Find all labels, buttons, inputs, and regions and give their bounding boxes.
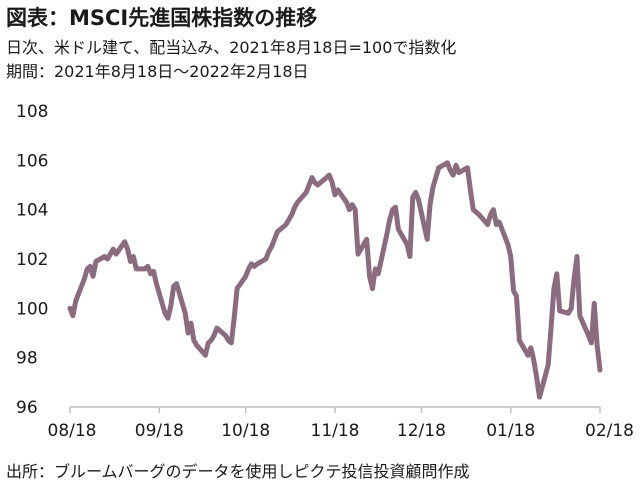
y-tick-label: 104 [16,201,48,221]
y-tick-label: 100 [16,299,48,319]
series-line [67,160,603,400]
chart-title: 図表：MSCI先進国株指数の推移 [6,6,318,30]
x-tick-label: 09/18 [135,421,184,441]
x-tick-label: 11/18 [311,421,360,441]
x-axis-ticks: 08/18 09/18 10/18 11/18 12/18 01/18 02/18 [48,407,634,441]
chart-subtitle-units: 日次、米ドル建て、配当込み、2021年8月18日=100で指数化 [6,38,457,57]
x-tick-label: 08/18 [48,421,97,441]
x-tick-label: 10/18 [221,421,270,441]
x-tick-label: 12/18 [397,421,446,441]
y-tick-label: 102 [16,250,48,270]
y-tick-label: 108 [16,102,48,122]
y-tick-label: 96 [16,398,38,418]
x-tick-label: 01/18 [486,421,535,441]
y-tick-label: 106 [16,151,48,171]
chart-subtitle-period: 期間：2021年8月18日～2022年2月18日 [6,62,309,81]
y-axis-ticks: 96 98 100 102 104 106 108 [16,102,48,418]
source-note: 出所：ブルームバーグのデータを使用しピクテ投信投資顧問作成 [6,462,470,481]
x-tick-label: 02/18 [585,421,634,441]
y-tick-label: 98 [16,349,38,369]
